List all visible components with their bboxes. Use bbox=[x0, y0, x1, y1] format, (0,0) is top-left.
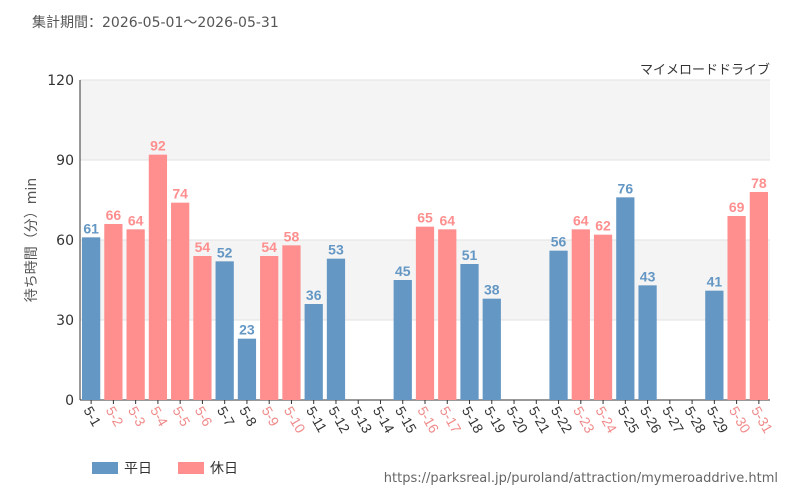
x-tick-label-5-24: 5-24 bbox=[592, 404, 620, 436]
x-tick-label-5-14: 5-14 bbox=[370, 404, 398, 436]
data-label-5-8: 23 bbox=[239, 322, 255, 338]
bar-5-2 bbox=[104, 224, 123, 400]
data-label-5-18: 51 bbox=[462, 247, 478, 263]
data-label-5-5: 74 bbox=[172, 186, 188, 202]
bar-5-9 bbox=[260, 256, 279, 400]
data-label-5-3: 64 bbox=[128, 212, 144, 228]
data-label-5-24: 62 bbox=[595, 218, 611, 234]
data-label-5-11: 36 bbox=[306, 287, 322, 303]
data-label-5-4: 92 bbox=[150, 138, 166, 154]
bar-5-3 bbox=[126, 229, 145, 400]
bar-5-19 bbox=[482, 298, 501, 400]
x-tick-label-5-16: 5-16 bbox=[414, 404, 442, 436]
x-tick-label-5-12: 5-12 bbox=[325, 404, 353, 436]
x-tick-label-5-26: 5-26 bbox=[637, 404, 665, 436]
bar-5-26 bbox=[638, 285, 657, 400]
bar-5-18 bbox=[460, 264, 479, 400]
legend-weekday-swatch bbox=[92, 462, 118, 474]
x-tick-label-5-30: 5-30 bbox=[726, 404, 754, 436]
data-label-5-9: 54 bbox=[261, 239, 277, 255]
x-tick-label-5-3: 5-3 bbox=[125, 404, 149, 430]
x-tick-label-5-5: 5-5 bbox=[170, 404, 194, 430]
bar-5-29 bbox=[705, 290, 724, 400]
plot-band bbox=[80, 80, 770, 160]
y-tick-label: 0 bbox=[65, 393, 74, 409]
bar-5-1 bbox=[82, 237, 101, 400]
bar-5-4 bbox=[148, 154, 168, 400]
y-tick-label: 30 bbox=[56, 313, 74, 329]
bar-5-22 bbox=[549, 250, 568, 400]
x-tick-label-5-8: 5-8 bbox=[236, 404, 260, 430]
x-tick-label-5-7: 5-7 bbox=[214, 404, 238, 430]
x-tick-label-5-18: 5-18 bbox=[459, 404, 487, 436]
x-tick-label-5-1: 5-1 bbox=[81, 404, 105, 430]
chart-title: マイメロードドライブ bbox=[640, 62, 770, 78]
y-axis-label: 待ち時間（分）min bbox=[24, 178, 40, 302]
data-label-5-23: 64 bbox=[573, 212, 589, 228]
x-tick-label-5-19: 5-19 bbox=[481, 404, 509, 436]
data-label-5-25: 76 bbox=[618, 180, 634, 196]
x-tick-label-5-10: 5-10 bbox=[281, 404, 309, 436]
bar-5-5 bbox=[171, 202, 190, 400]
x-tick-label-5-4: 5-4 bbox=[147, 404, 171, 430]
x-tick-label-5-28: 5-28 bbox=[681, 404, 709, 436]
x-tick-label-5-9: 5-9 bbox=[259, 404, 283, 430]
bar-5-31 bbox=[749, 192, 768, 400]
bar-5-8 bbox=[237, 338, 257, 400]
y-tick-label: 120 bbox=[47, 73, 74, 89]
source-url: https://parksreal.jp/puroland/attraction… bbox=[383, 471, 778, 486]
x-tick-label-5-11: 5-11 bbox=[303, 404, 330, 436]
data-label-5-30: 69 bbox=[729, 199, 745, 215]
data-label-5-22: 56 bbox=[551, 234, 567, 250]
legend-holiday-swatch bbox=[178, 462, 204, 474]
bar-5-16 bbox=[415, 226, 435, 400]
legend-weekday-label: 平日 bbox=[124, 461, 152, 477]
y-tick-label: 60 bbox=[56, 233, 74, 249]
data-label-5-29: 41 bbox=[707, 274, 723, 290]
data-label-5-7: 52 bbox=[217, 244, 233, 260]
bar-5-30 bbox=[727, 216, 746, 400]
x-tick-label-5-13: 5-13 bbox=[348, 404, 376, 436]
x-tick-label-5-17: 5-17 bbox=[437, 404, 465, 436]
bar-5-10 bbox=[282, 245, 301, 400]
bar-5-15 bbox=[393, 280, 412, 400]
x-tick-label-5-27: 5-27 bbox=[659, 404, 687, 436]
data-label-5-19: 38 bbox=[484, 282, 500, 298]
x-tick-label-5-29: 5-29 bbox=[704, 404, 732, 436]
y-tick-label: 90 bbox=[56, 153, 74, 169]
bar-5-11 bbox=[304, 304, 323, 400]
bar-5-7 bbox=[215, 261, 234, 400]
data-label-5-15: 45 bbox=[395, 263, 411, 279]
bar-5-24 bbox=[593, 234, 613, 400]
x-tick-label-5-23: 5-23 bbox=[570, 404, 598, 436]
period-label: 集計期間：2026-05-01～2026-05-31 bbox=[32, 15, 279, 31]
data-label-5-6: 54 bbox=[195, 239, 211, 255]
legend: 平日 休日 bbox=[92, 458, 238, 478]
data-label-5-2: 66 bbox=[106, 207, 122, 223]
x-tick-label-5-15: 5-15 bbox=[392, 404, 420, 436]
x-tick-label-5-21: 5-21 bbox=[526, 404, 554, 436]
bar-5-12 bbox=[326, 258, 346, 400]
legend-holiday-label: 休日 bbox=[210, 461, 238, 477]
x-tick-label-5-25: 5-25 bbox=[615, 404, 643, 436]
legend-weekday: 平日 bbox=[92, 458, 152, 478]
bar-5-6 bbox=[193, 256, 212, 400]
data-label-5-31: 78 bbox=[751, 175, 767, 191]
x-tick-label-5-20: 5-20 bbox=[503, 404, 531, 436]
x-tick-label-5-22: 5-22 bbox=[548, 404, 576, 436]
data-label-5-17: 64 bbox=[439, 212, 455, 228]
legend-holiday: 休日 bbox=[178, 458, 238, 478]
data-label-5-10: 58 bbox=[284, 228, 300, 244]
x-tick-label-5-6: 5-6 bbox=[192, 404, 216, 430]
data-label-5-1: 61 bbox=[83, 220, 99, 236]
x-tick-label-5-2: 5-2 bbox=[103, 404, 127, 430]
bar-5-23 bbox=[571, 229, 590, 400]
data-label-5-16: 65 bbox=[417, 210, 433, 226]
data-label-5-26: 43 bbox=[640, 268, 656, 284]
data-label-5-12: 53 bbox=[328, 242, 344, 258]
bar-5-25 bbox=[616, 197, 635, 400]
x-tick-label-5-31: 5-31 bbox=[748, 404, 776, 436]
bar-5-17 bbox=[438, 229, 457, 400]
